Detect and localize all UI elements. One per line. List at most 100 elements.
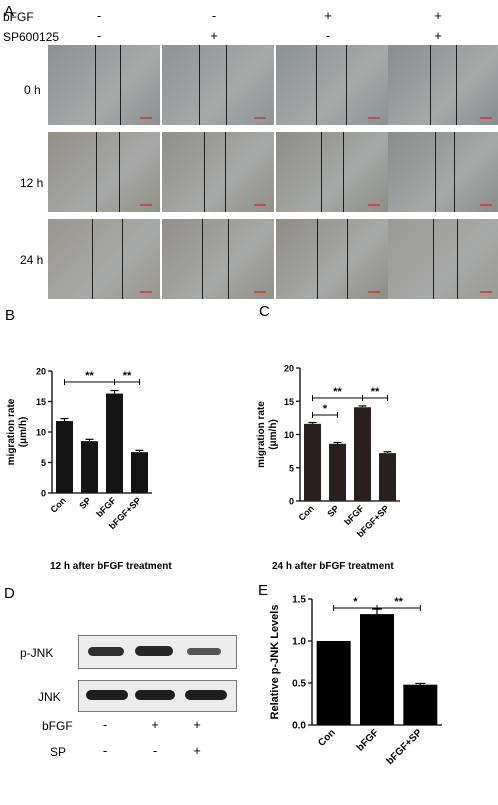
micrograph-r1-c3 (276, 45, 388, 125)
y-tick-label: 15 (284, 397, 294, 407)
bar-bfgf (106, 393, 123, 493)
scratch-edge-line (225, 132, 227, 212)
x-tick-label: bFGF+SP (385, 727, 425, 767)
micrograph-r2-c2 (162, 132, 274, 212)
scale-bar (140, 204, 152, 206)
scratch-edge-line (430, 45, 432, 125)
significance-label: ** (123, 370, 132, 382)
scale-bar (368, 204, 380, 206)
panel-d-letter: D (4, 585, 15, 602)
scale-bar (368, 291, 380, 293)
x-tick-label: bFGF (355, 727, 381, 753)
micrograph-r3-c2 (162, 219, 274, 299)
scratch-edge-line (454, 132, 456, 212)
scratch-edge-line (347, 219, 349, 299)
y-tick-label: 0 (41, 489, 46, 499)
scratch-edge-line (119, 132, 121, 212)
sign-d-r1-c1: - (102, 717, 108, 732)
time-label-12h: 12 h (20, 176, 44, 190)
scratch-edge-line (92, 219, 94, 299)
bar-bfgf (360, 614, 394, 725)
chart-c-caption: 24 h after bFGF treatment (272, 561, 394, 572)
scratch-edge-line (202, 219, 204, 299)
p-jnk-band-label: p-JNK (20, 646, 54, 660)
y-tick-label: 5 (41, 458, 46, 468)
significance-label: * (323, 403, 328, 415)
scale-bar (368, 117, 380, 119)
sign-d-r1-c3: + (193, 717, 201, 732)
y-tick-label: 10 (36, 428, 46, 438)
micrograph-r1-c4 (388, 45, 498, 125)
scratch-edge-line (199, 45, 201, 125)
scratch-edge-line (204, 132, 206, 212)
x-tick-label: Con (316, 727, 338, 749)
micrograph-r3-c1 (48, 219, 160, 299)
scale-bar (480, 291, 492, 293)
sp600125-row-label: SP600125 (3, 30, 60, 44)
bfgf-row-label: bFGF (3, 10, 34, 24)
y-tick-label: 1.0 (292, 637, 306, 648)
scratch-edge-line (343, 132, 345, 212)
micrograph-r3-c4 (388, 219, 498, 299)
jnk-blot (78, 680, 237, 712)
x-tick-label: SP (325, 503, 341, 519)
scratch-edge-line (346, 45, 348, 125)
y-axis-label: migration rate(μm/h) (6, 398, 29, 465)
p-jnk-blot (78, 635, 237, 669)
scratch-edge-line (316, 45, 318, 125)
scratch-edge-line (457, 219, 459, 299)
sign-a-r1-c1: - (96, 8, 102, 23)
sign-d-r2-c1: - (102, 743, 108, 758)
y-tick-label: 5 (289, 463, 294, 473)
p-jnk-band-2 (135, 646, 173, 656)
sign-d-r2-c2: - (152, 743, 158, 758)
micrograph-r3-c3 (276, 219, 388, 299)
micrograph-r1-c1 (48, 45, 160, 125)
sign-a-r1-c4: + (434, 8, 442, 23)
y-tick-label: 0 (289, 497, 294, 507)
sign-a-r1-c2: - (211, 8, 217, 23)
jnk-band-3 (185, 690, 227, 700)
scratch-edge-line (228, 219, 230, 299)
significance-label: ** (85, 370, 94, 382)
sign-a-r1-c3: + (324, 8, 332, 23)
chart-b-caption: 12 h after bFGF treatment (50, 561, 172, 572)
d-sp-label: SP (50, 745, 67, 759)
y-tick-label: 20 (36, 367, 46, 377)
bar-con (304, 423, 321, 501)
scratch-edge-line (456, 45, 458, 125)
jnk-band-label: JNK (38, 690, 61, 704)
scratch-edge-line (96, 132, 98, 212)
significance-label: ** (394, 596, 403, 608)
scale-bar (140, 117, 152, 119)
y-tick-label: 0.0 (292, 721, 306, 732)
scale-bar (480, 117, 492, 119)
d-bfgf-label: bFGF (42, 719, 73, 733)
scratch-edge-line (226, 45, 228, 125)
p-jnk-band-3 (187, 648, 221, 655)
time-label-0h: 0 h (24, 83, 41, 97)
p-jnk-band-1 (88, 647, 124, 656)
y-tick-label: 15 (36, 397, 46, 407)
micrograph-r1-c2 (162, 45, 274, 125)
y-tick-label: 20 (284, 364, 294, 374)
bar-con (316, 641, 351, 725)
bar-sp (81, 441, 98, 493)
scratch-edge-line (435, 132, 437, 212)
x-tick-label: Con (296, 503, 315, 522)
scratch-edge-line (321, 132, 323, 212)
bar-con (56, 421, 73, 493)
micrograph-r2-c4 (388, 132, 498, 212)
bar-sp (329, 443, 346, 501)
y-tick-label: 1.5 (292, 595, 306, 606)
jnk-band-1 (86, 690, 128, 700)
sign-a-r2-c2: + (210, 28, 218, 43)
y-tick-label: 10 (284, 430, 294, 440)
scale-bar (254, 204, 266, 206)
bar-bfgf-sp (379, 453, 396, 501)
sign-d-r2-c3: + (193, 743, 201, 758)
x-tick-label: Con (48, 495, 67, 514)
bar-bfgf (354, 407, 371, 501)
